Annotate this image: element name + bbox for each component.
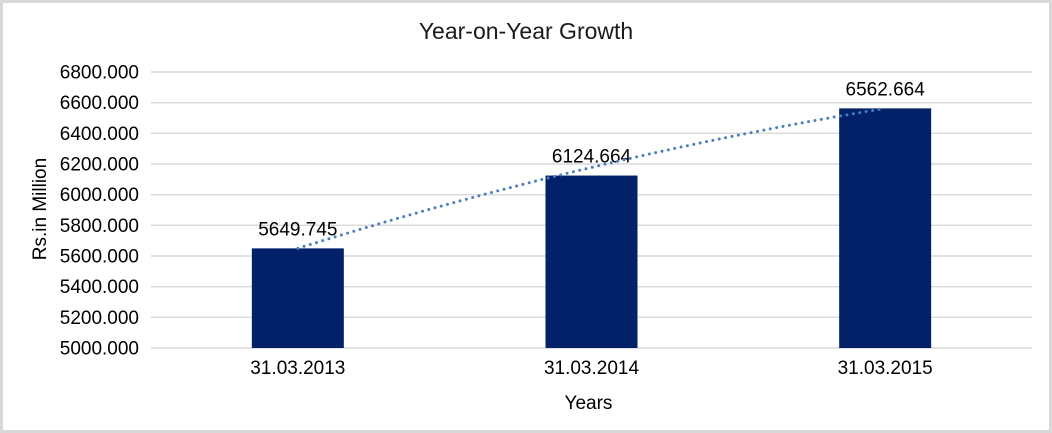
category-label: 31.03.2015: [838, 358, 933, 379]
y-tick-label: 6400.000: [60, 124, 139, 145]
y-tick-label: 5800.000: [60, 216, 139, 237]
x-axis-title: Years: [564, 393, 613, 414]
bar-value-label: 6562.664: [846, 79, 926, 100]
bar[interactable]: [545, 175, 638, 348]
y-tick-label: 6200.000: [60, 155, 139, 176]
bar[interactable]: [839, 108, 932, 349]
y-tick-label: 5400.000: [60, 277, 139, 298]
y-tick-label: 5200.000: [60, 308, 139, 329]
trendline: [296, 106, 887, 250]
chart-title: Year-on-Year Growth: [418, 18, 634, 44]
plot-area: 6800.000 6600.000 6400.000 6200.000 6000.000…: [60, 63, 1032, 379]
y-tick-label: 5000.000: [60, 339, 139, 360]
bar-value-label: 6124.664: [552, 147, 632, 168]
bar[interactable]: [251, 248, 344, 348]
bar-value-label: 5649.745: [258, 219, 337, 240]
category-label: 31.03.2014: [544, 358, 640, 379]
y-tick-label: 5600.000: [60, 247, 139, 268]
category-label: 31.03.2013: [250, 358, 345, 379]
y-tick-label: 6600.000: [60, 93, 139, 114]
y-tick-label: 6000.000: [60, 185, 139, 206]
y-tick-label: 6800.000: [60, 63, 139, 84]
